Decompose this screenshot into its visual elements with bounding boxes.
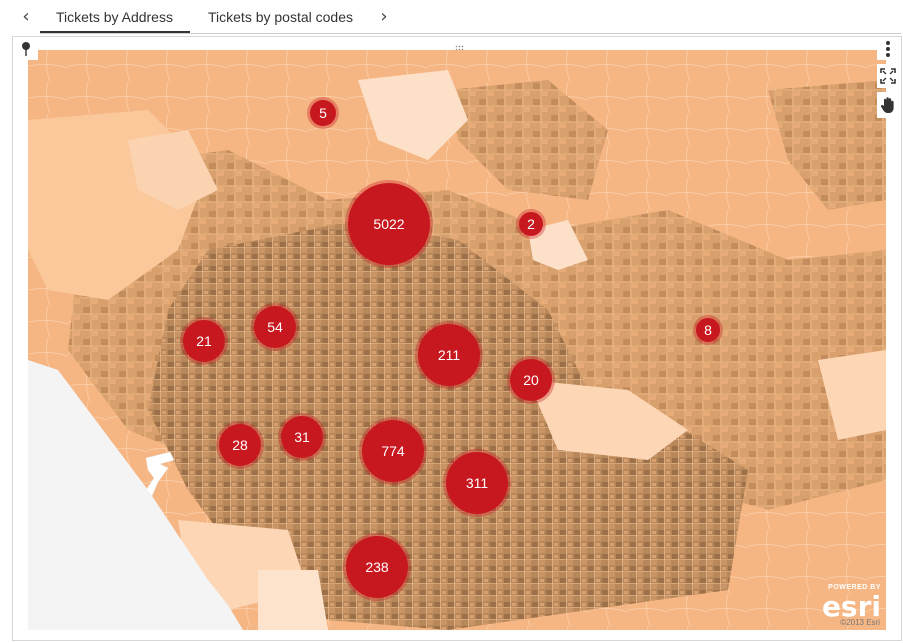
map-view[interactable]: 5 5022 2 54 21 211 8 20 28 31 774 311 23… — [28, 50, 886, 630]
pan-hand-icon — [880, 97, 894, 113]
cluster-marker[interactable]: 28 — [219, 424, 261, 466]
cluster-marker[interactable]: 5 — [310, 100, 336, 126]
tab-tickets-by-address[interactable]: Tickets by Address — [40, 9, 190, 33]
map-basemap — [28, 50, 886, 630]
tab-bar: ‹ Tickets by Address Tickets by postal c… — [0, 0, 903, 34]
pan-button[interactable] — [877, 92, 899, 118]
tab-tickets-by-postal-codes[interactable]: Tickets by postal codes — [208, 9, 353, 25]
more-options-button[interactable] — [877, 38, 899, 60]
drag-handle-icon[interactable] — [455, 38, 465, 51]
cluster-marker[interactable]: 2 — [519, 212, 543, 236]
cluster-marker[interactable]: 21 — [183, 320, 225, 362]
map-pin-icon — [22, 42, 30, 56]
fullscreen-icon — [880, 68, 896, 84]
fullscreen-button[interactable] — [877, 64, 899, 88]
more-vertical-icon — [886, 41, 890, 57]
tab-underline — [40, 33, 901, 34]
cluster-marker[interactable]: 31 — [281, 416, 323, 458]
cluster-marker[interactable]: 5022 — [348, 183, 430, 265]
tab-prev-arrow[interactable]: ‹ — [22, 6, 30, 27]
tab-next-arrow[interactable]: › — [380, 6, 388, 27]
cluster-marker[interactable]: 8 — [696, 318, 720, 342]
cluster-marker[interactable]: 311 — [446, 452, 508, 514]
map-attribution: ©2013 Esri — [840, 618, 880, 627]
cluster-marker[interactable]: 774 — [362, 420, 424, 482]
esri-logo: POWERED BY esri — [821, 584, 881, 623]
cluster-marker[interactable]: 211 — [418, 324, 480, 386]
cluster-marker[interactable]: 20 — [510, 359, 552, 401]
map-pin-button[interactable] — [14, 38, 38, 60]
cluster-marker[interactable]: 238 — [346, 536, 408, 598]
cluster-marker[interactable]: 54 — [254, 306, 296, 348]
